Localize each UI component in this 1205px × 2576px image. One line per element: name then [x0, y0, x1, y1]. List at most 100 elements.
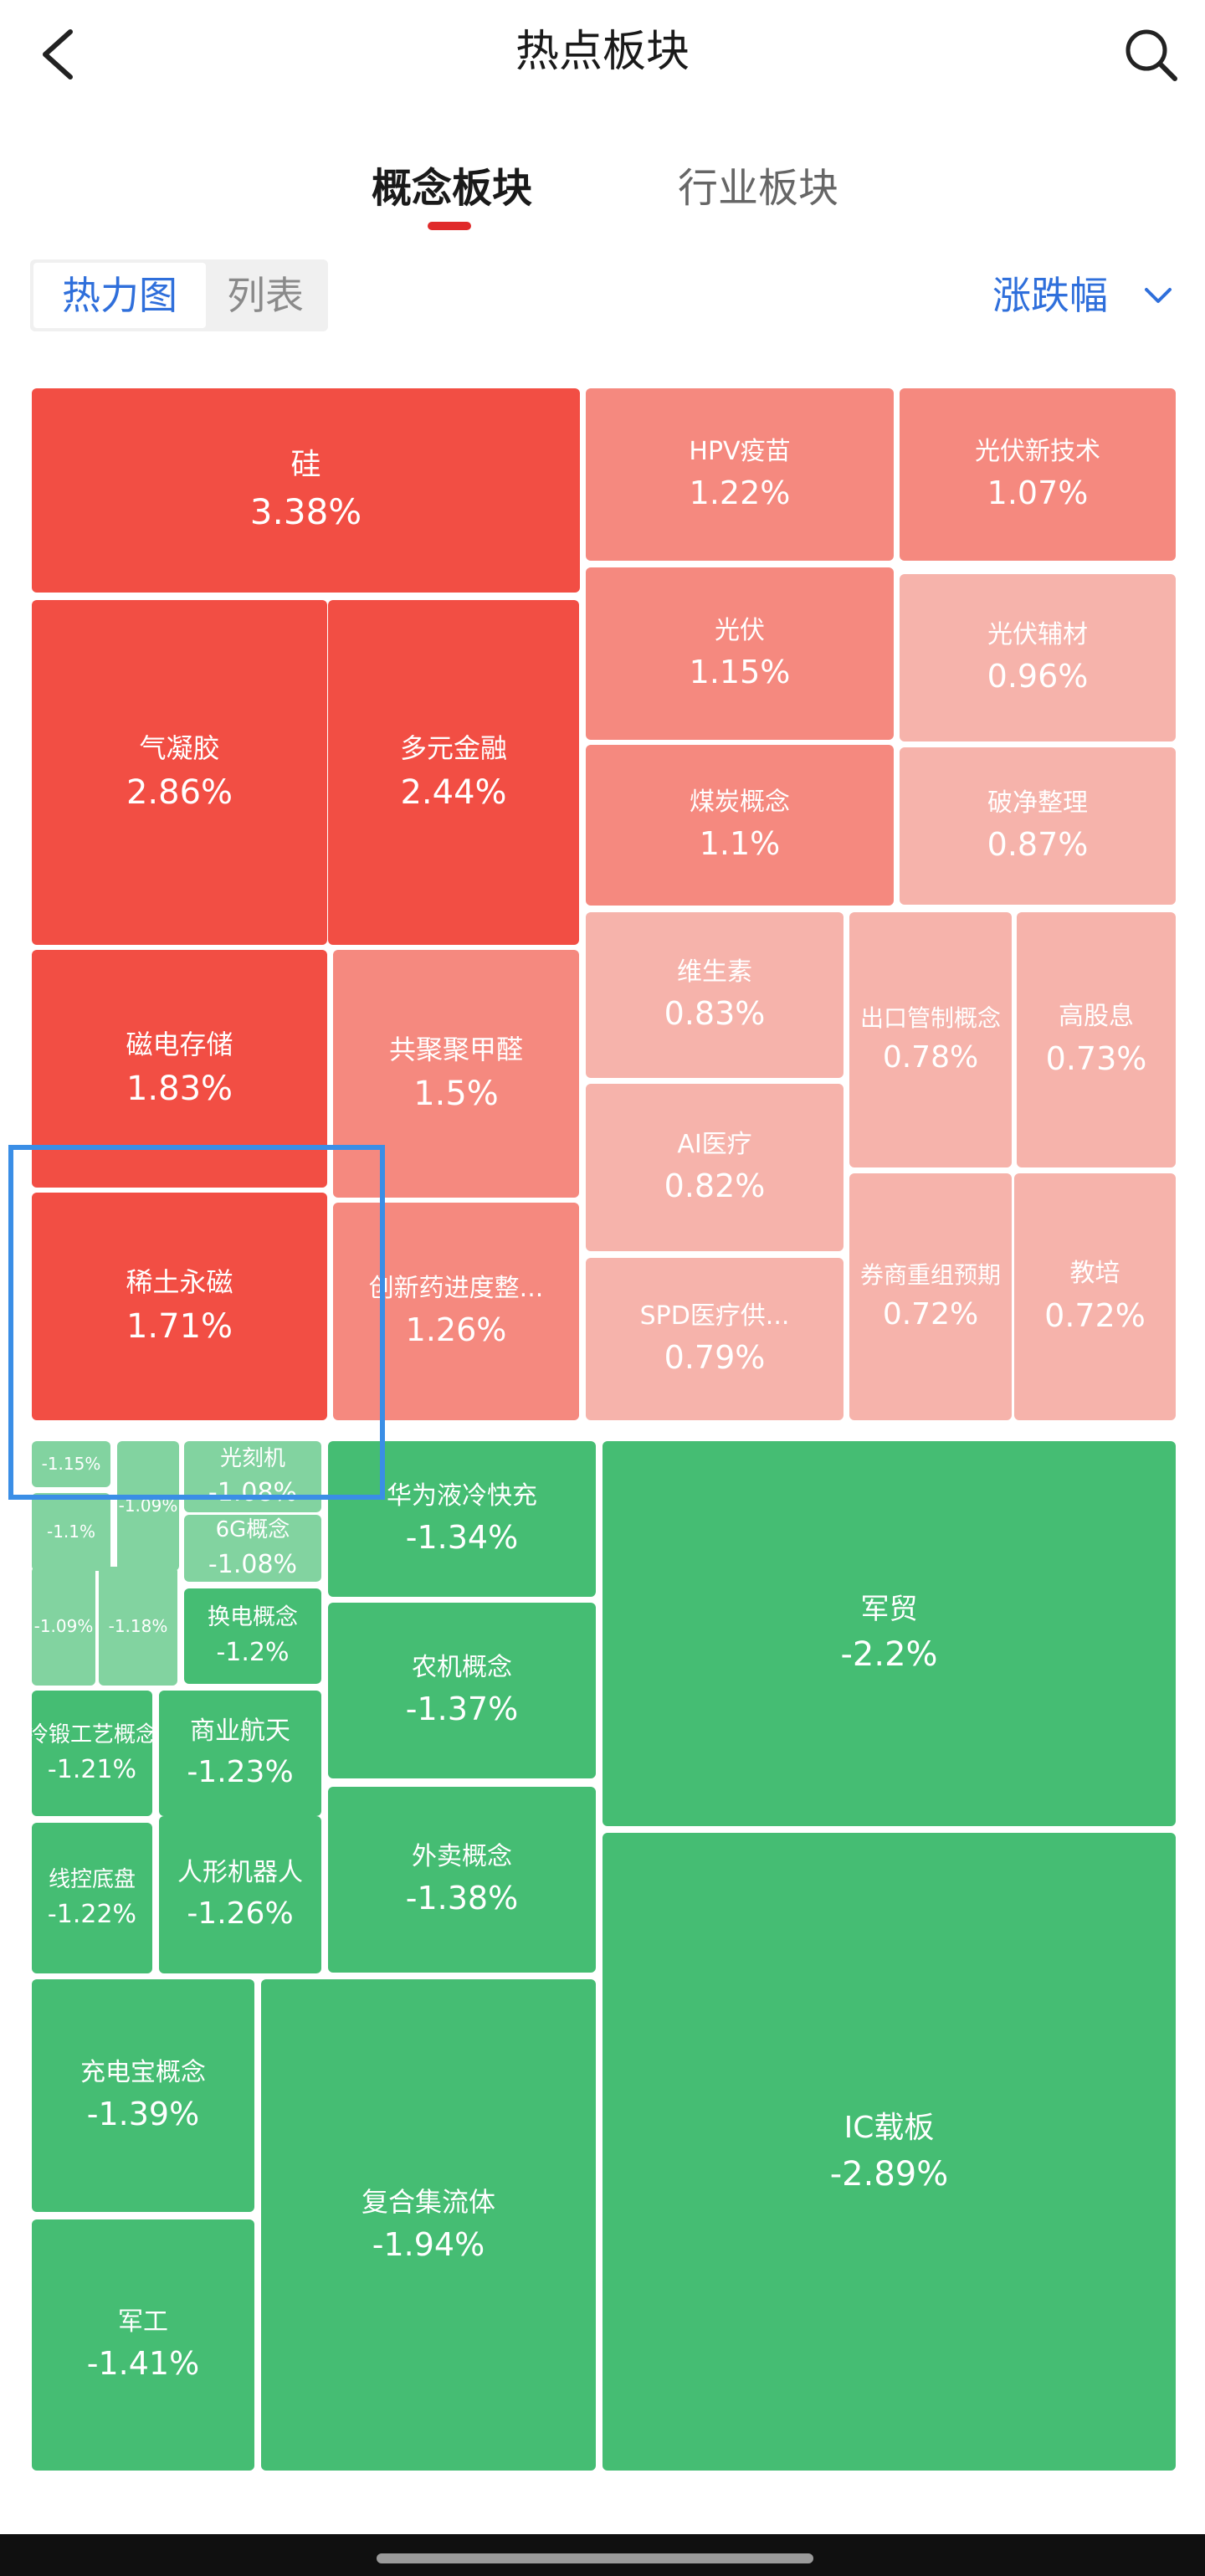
tile-name: 共聚聚甲醛 — [388, 1034, 523, 1065]
search-icon[interactable] — [1121, 25, 1180, 84]
tile-change-percent: -1.26% — [187, 1896, 294, 1931]
tile-name: 硅 — [290, 448, 321, 483]
tile-change-percent: -1.23% — [187, 1754, 294, 1789]
heatmap-tile[interactable]: 共聚聚甲醛 1.5% — [333, 950, 579, 1198]
tile-name: 线控底盘 — [48, 1867, 136, 1892]
tile-change-percent: 0.87% — [987, 826, 1089, 863]
heatmap-tile[interactable]: 军贸 -2.2% — [602, 1441, 1176, 1826]
tile-change-percent: 1.22% — [689, 475, 791, 511]
tile-name: 复合集流体 — [361, 2185, 495, 2218]
tile-name: 破净整理 — [987, 788, 1088, 818]
heatmap-tile[interactable]: 光伏 1.15% — [586, 567, 894, 740]
heatmap-tile[interactable]: -1.09% — [117, 1441, 179, 1571]
tile-change-percent: -2.89% — [829, 2154, 949, 2194]
heatmap-tile[interactable]: 煤炭概念 1.1% — [586, 745, 894, 906]
tile-change-percent: 1.83% — [126, 1070, 233, 1108]
heatmap-tile[interactable]: 维生素 0.83% — [586, 912, 844, 1078]
list-view-button[interactable]: 列表 — [227, 273, 304, 318]
tile-name: HPV疫苗 — [689, 436, 791, 466]
heatmap-tile[interactable]: 多元金融 2.44% — [328, 600, 579, 945]
heatmap-tile[interactable]: 线控底盘 -1.22% — [32, 1823, 152, 1973]
heatmap-tile[interactable]: 冷锻工艺概念 -1.21% — [32, 1691, 152, 1816]
tile-name: 农机概念 — [412, 1652, 512, 1682]
heatmap-tile[interactable]: 破净整理 0.87% — [900, 747, 1176, 905]
tile-name: 华为液冷快充 — [387, 1480, 537, 1511]
heatmap-tile[interactable]: 券商重组预期 0.72% — [849, 1173, 1012, 1420]
heatmap-tile[interactable]: 充电宝概念 -1.39% — [32, 1979, 254, 2212]
chevron-left-icon[interactable] — [33, 25, 84, 84]
tile-name: 多元金融 — [399, 732, 507, 764]
heatmap-tile[interactable]: 创新药进度整... 1.26% — [333, 1203, 579, 1420]
tile-change-percent: -1.22% — [47, 1899, 137, 1929]
heatmap-tile[interactable]: -1.15% — [32, 1441, 110, 1487]
tile-name: 光伏辅材 — [987, 619, 1088, 649]
tile-name: 光刻机 — [219, 1445, 285, 1471]
heatmap-tile[interactable]: 光伏新技术 1.07% — [900, 388, 1176, 561]
heatmap-tile[interactable]: 出口管制概念 0.78% — [849, 912, 1012, 1167]
tile-change-percent: 0.72% — [1044, 1296, 1146, 1334]
heatmap-tile[interactable]: 气凝胶 2.86% — [32, 600, 327, 945]
heatmap-tile[interactable]: 光刻机 -1.08% — [184, 1441, 321, 1512]
tile-change-percent: -1.94% — [372, 2225, 485, 2263]
tile-change-percent: -1.18% — [108, 1615, 168, 1636]
tile-change-percent: -1.09% — [33, 1615, 94, 1636]
heatmap-tile[interactable]: 外卖概念 -1.38% — [328, 1787, 596, 1973]
tile-change-percent: -1.34% — [405, 1519, 519, 1556]
tab-industry-sectors[interactable]: 行业板块 — [677, 165, 838, 212]
tile-name: 气凝胶 — [139, 732, 220, 764]
tile-change-percent: 0.96% — [987, 658, 1089, 695]
tile-change-percent: 3.38% — [249, 491, 362, 533]
tile-change-percent: -1.15% — [41, 1454, 101, 1474]
tile-change-percent: 2.44% — [400, 773, 507, 812]
heatmap-tile[interactable]: 换电概念 -1.2% — [184, 1588, 321, 1684]
tile-name: 光伏 — [715, 615, 765, 645]
heatmap-tile[interactable]: 稀土永磁 1.71% — [32, 1193, 327, 1420]
tile-name: 稀土永磁 — [126, 1266, 233, 1298]
tile-name: AI医疗 — [677, 1129, 752, 1159]
heatmap-tile[interactable]: -1.1% — [32, 1493, 110, 1571]
tab-concept-sectors[interactable]: 概念板块 — [371, 165, 532, 212]
page-title: 热点板块 — [515, 27, 690, 77]
heatmap-tile[interactable]: 农机概念 -1.37% — [328, 1603, 596, 1778]
heatmap-view-button[interactable]: 热力图 — [33, 263, 206, 328]
heatmap-tile[interactable]: 磁电存储 1.83% — [32, 950, 327, 1188]
heatmap-tile[interactable]: 6G概念 -1.08% — [184, 1515, 321, 1582]
tile-change-percent: 0.82% — [664, 1167, 766, 1204]
heatmap-tile[interactable]: 华为液冷快充 -1.34% — [328, 1441, 596, 1597]
sort-dropdown[interactable]: 涨跌幅 — [979, 261, 1180, 330]
tile-name: 维生素 — [677, 957, 752, 987]
heatmap-tile[interactable]: 教培 0.72% — [1014, 1173, 1176, 1420]
home-indicator[interactable] — [377, 2553, 813, 2563]
tile-change-percent: -1.21% — [47, 1754, 137, 1784]
heatmap-tile[interactable]: 复合集流体 -1.94% — [261, 1979, 596, 2471]
tile-change-percent: 0.72% — [882, 1297, 979, 1332]
tile-change-percent: 1.26% — [405, 1311, 507, 1348]
tile-name: 煤炭概念 — [690, 787, 790, 817]
tile-name: 军贸 — [860, 1592, 918, 1626]
tile-name: 光伏新技术 — [975, 436, 1100, 466]
tile-name: 教培 — [1069, 1259, 1120, 1288]
tile-change-percent: -1.41% — [86, 2345, 200, 2382]
tile-change-percent: -1.08% — [208, 1478, 298, 1507]
tile-change-percent: -1.38% — [405, 1880, 519, 1917]
tile-name: SPD医疗供... — [639, 1301, 790, 1331]
tile-change-percent: 0.79% — [664, 1339, 766, 1376]
heatmap-tile[interactable]: AI医疗 0.82% — [586, 1084, 844, 1251]
tile-change-percent: -1.08% — [208, 1549, 298, 1579]
heatmap-tile[interactable]: 硅 3.38% — [32, 388, 580, 593]
heatmap-tile[interactable]: 光伏辅材 0.96% — [900, 574, 1176, 741]
heatmap-tile[interactable]: 人形机器人 -1.26% — [159, 1816, 321, 1973]
heatmap-tile[interactable]: 高股息 0.73% — [1017, 912, 1176, 1167]
tile-change-percent: -1.1% — [46, 1521, 96, 1542]
heatmap-tile[interactable]: -1.18% — [99, 1567, 177, 1686]
heatmap-treemap: 硅 3.38% HPV疫苗 1.22% 光伏新技术 1.07% 气凝胶 2.86% 多元金融 2.… — [32, 388, 1176, 2471]
heatmap-tile[interactable]: 军工 -1.41% — [32, 2219, 254, 2471]
tile-name: 换电概念 — [208, 1604, 298, 1631]
heatmap-tile[interactable]: -1.09% — [32, 1567, 95, 1686]
heatmap-tile[interactable]: 商业航天 -1.23% — [159, 1691, 321, 1816]
tile-change-percent: 1.5% — [413, 1075, 499, 1113]
heatmap-tile[interactable]: IC载板 -2.89% — [602, 1833, 1176, 2471]
heatmap-tile[interactable]: HPV疫苗 1.22% — [586, 388, 894, 561]
tile-name: 高股息 — [1059, 1002, 1134, 1031]
heatmap-tile[interactable]: SPD医疗供... 0.79% — [586, 1258, 844, 1420]
